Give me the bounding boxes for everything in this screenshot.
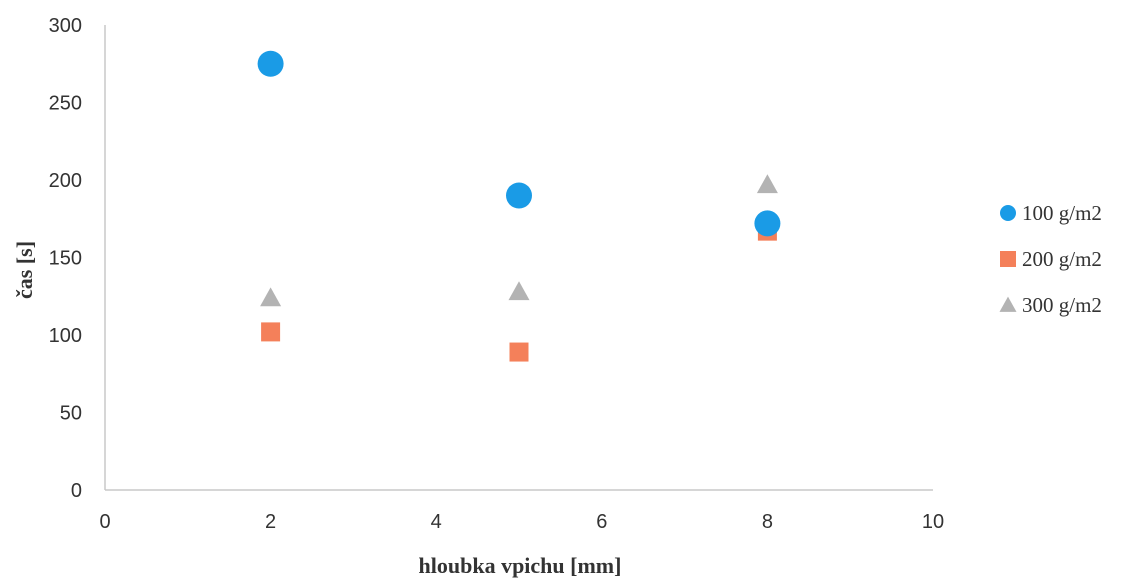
y-tick-label: 100: [49, 325, 82, 347]
data-point-square: [509, 342, 529, 362]
series-triangle: [260, 174, 778, 307]
legend-item: 100 g/m2: [1000, 201, 1102, 225]
x-tick-label: 0: [99, 511, 110, 533]
legend-marker-circle: [1000, 205, 1016, 221]
y-tick-labels: 0 50 100 150 200 250 300: [49, 15, 82, 502]
data-points: [257, 50, 781, 362]
x-tick-label: 10: [922, 511, 944, 533]
data-point-triangle: [508, 281, 530, 301]
legend-label: 200 g/m2: [1022, 247, 1102, 271]
y-tick-label: 150: [49, 248, 82, 270]
legend-marker-square: [1000, 251, 1016, 267]
x-tick-label: 4: [431, 511, 442, 533]
series-circle: [257, 50, 781, 237]
data-point-circle: [754, 210, 781, 237]
x-axis-title: hloubka vpichu [mm]: [419, 553, 622, 578]
data-point-triangle: [756, 174, 778, 194]
legend-item: 300 g/m2: [999, 293, 1102, 317]
legend-label: 300 g/m2: [1022, 293, 1102, 317]
x-tick-labels: 0 2 4 6 8 10: [99, 511, 944, 533]
data-point-circle: [257, 50, 284, 77]
legend-marker-triangle: [999, 296, 1017, 312]
legend: 100 g/m2 200 g/m2 300 g/m2: [999, 201, 1102, 317]
x-tick-label: 2: [265, 511, 276, 533]
y-tick-label: 50: [60, 403, 82, 425]
y-tick-label: 200: [49, 170, 82, 192]
x-tick-label: 8: [762, 511, 773, 533]
y-tick-label: 0: [71, 480, 82, 502]
data-point-triangle: [260, 287, 282, 307]
legend-item: 200 g/m2: [1000, 247, 1102, 271]
y-tick-label: 250: [49, 93, 82, 115]
legend-label: 100 g/m2: [1022, 201, 1102, 225]
y-axis-title: čas [s]: [12, 241, 37, 299]
x-tick-label: 6: [596, 511, 607, 533]
data-point-square: [261, 322, 281, 342]
data-point-circle: [506, 182, 532, 209]
y-tick-label: 300: [49, 15, 82, 37]
axes: [104, 25, 933, 491]
